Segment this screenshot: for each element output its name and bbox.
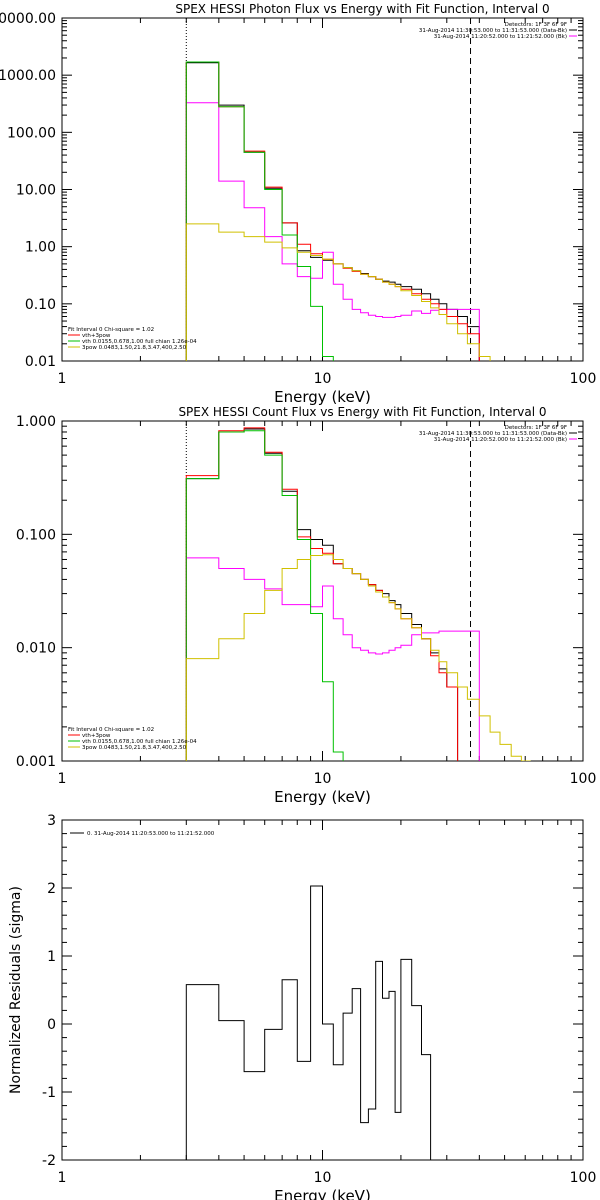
x-axis-label: Energy (keV) — [274, 1187, 371, 1200]
y-axis-label: Normalized Residuals (sigma) — [8, 886, 24, 1094]
series-line-residuals — [185, 885, 432, 1160]
series-line-vth — [185, 61, 334, 361]
series-line-vth-3pow — [185, 427, 459, 761]
y-tick-label: 1 — [47, 949, 56, 965]
y-tick-label: 2 — [47, 881, 56, 897]
y-tick-label: 0.010 — [16, 641, 56, 657]
x-axis-label: Energy (keV) — [274, 388, 371, 406]
legend-fit-entry: vth+3pow — [82, 733, 111, 739]
x-axis-label: Energy (keV) — [274, 788, 371, 806]
legend-fit-entry: vth+3pow — [82, 333, 111, 339]
chart-panel-2 — [61, 420, 584, 762]
legend-topright-entry: 31-Aug-2014 11:20:52.000 to 11:21:52.000… — [434, 437, 567, 443]
x-tick-label: 1 — [58, 771, 67, 787]
y-tick-label: 10.00 — [16, 183, 56, 199]
legend-topright-entry: 31-Aug-2014 11:30:53.000 to 11:31:53.000… — [419, 431, 567, 437]
series-line-data-bk — [185, 62, 480, 361]
x-tick-label: 10 — [314, 1170, 332, 1186]
x-tick-label: 100 — [570, 771, 597, 787]
y-tick-label: 1.00 — [25, 240, 56, 256]
legend-fit-entry: vth 0.0155,0.678,1.00 full chian 1.26e-0… — [82, 739, 197, 745]
series-line-vth — [185, 430, 344, 761]
series-line-bk — [185, 557, 480, 761]
y-tick-label: 0.100 — [16, 527, 56, 543]
legend-topright-entry: 31-Aug-2014 11:30:53.000 to 11:31:53.000… — [419, 28, 567, 34]
x-tick-label: 1 — [58, 371, 67, 387]
x-tick-label: 100 — [570, 371, 597, 387]
series-line-data-bk — [185, 428, 459, 761]
legend-topright-entry: Detectors: 1F 3F 6F 9F — [505, 22, 567, 28]
x-tick-label: 10 — [314, 771, 332, 787]
x-tick-label: 10 — [314, 371, 332, 387]
legend-fit-entry: Fit Interval 0 Chi-square = 1.02 — [68, 327, 154, 333]
legend-fit-entry: Fit Interval 0 Chi-square = 1.02 — [68, 727, 154, 733]
legend-entry: 0. 31-Aug-2014 11:20:53.000 to 11:21:52.… — [87, 831, 215, 837]
y-tick-label: 1.000 — [16, 414, 56, 430]
chart-title: SPEX HESSI Count Flux vs Energy with Fit… — [178, 405, 546, 419]
y-tick-label: 10000.00 — [0, 11, 56, 27]
y-tick-label: -1 — [42, 1085, 56, 1101]
series-line-3pow — [185, 554, 531, 761]
x-tick-label: 1 — [58, 1170, 67, 1186]
series-line-3pow — [185, 223, 491, 361]
chart-panel-1 — [61, 17, 584, 362]
legend-topright-entry: Detectors: 1F 3F 6F 9F — [505, 425, 567, 431]
y-tick-label: 0 — [47, 1017, 56, 1033]
legend-fit-entry: 3pow 0.0483,1.50,21.8,3.47,400,2.50 — [82, 345, 187, 351]
y-tick-label: 0.001 — [16, 754, 56, 770]
y-tick-label: 0.01 — [25, 354, 56, 370]
x-tick-label: 100 — [570, 1170, 597, 1186]
series-line-bk — [185, 102, 480, 361]
y-tick-label: -2 — [42, 1153, 56, 1169]
legend-fit-entry: 3pow 0.0483,1.50,21.8,3.47,400,2.50 — [82, 745, 187, 751]
chart-title: SPEX HESSI Photon Flux vs Energy with Fi… — [175, 2, 549, 16]
y-tick-label: 0.10 — [25, 297, 56, 313]
y-tick-label: 3 — [47, 813, 56, 829]
legend-topright-entry: 31-Aug-2014 11:20:52.000 to 11:21:52.000… — [434, 34, 567, 40]
y-tick-label: 100.00 — [7, 125, 56, 141]
legend-fit-entry: vth 0.0155,0.678,1.00 full chian 1.26e-0… — [82, 339, 197, 345]
y-tick-label: 1000.00 — [0, 68, 56, 84]
chart-panel-3 — [61, 819, 584, 1161]
